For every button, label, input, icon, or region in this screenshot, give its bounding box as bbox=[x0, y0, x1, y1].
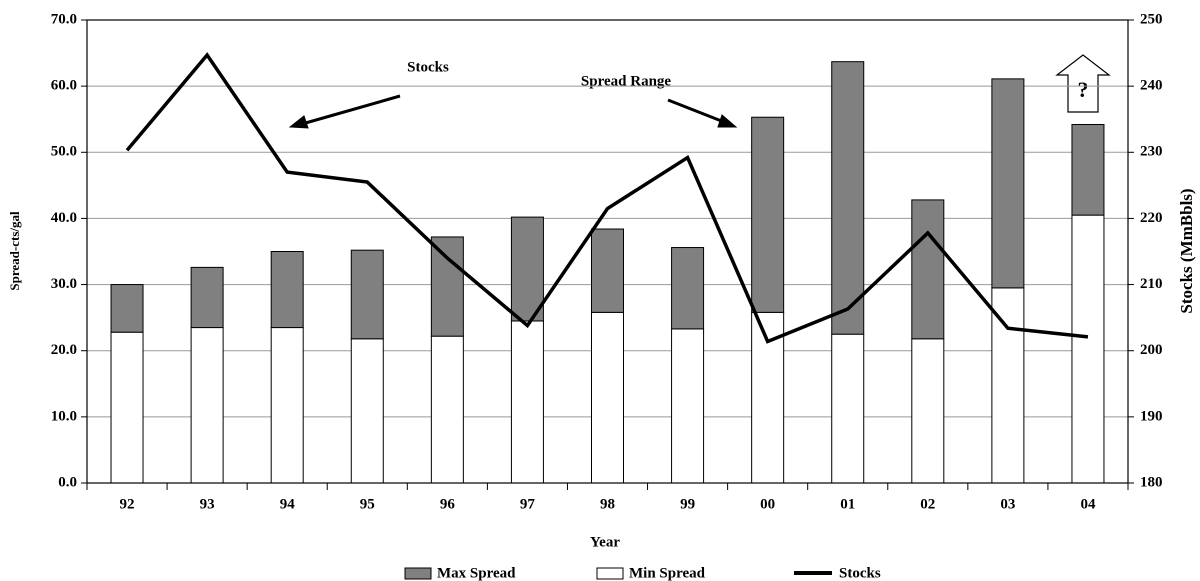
legend-swatch bbox=[596, 567, 624, 580]
x-tick-label: 93 bbox=[200, 496, 215, 512]
bar-segment bbox=[270, 327, 304, 484]
bar-segment bbox=[190, 327, 224, 484]
y-tick-label: 50.0 bbox=[51, 144, 77, 160]
x-tick-label: 94 bbox=[280, 496, 296, 512]
annotation: Stocks bbox=[407, 59, 449, 75]
y-tick-label: 60.0 bbox=[51, 78, 77, 94]
bar-segment bbox=[591, 311, 624, 484]
bar-segment bbox=[110, 284, 144, 333]
bar-segment bbox=[430, 335, 464, 484]
bar-segment bbox=[430, 236, 464, 337]
y-tick-label: 70.0 bbox=[51, 11, 77, 27]
legend-label: Max Spread bbox=[437, 565, 516, 581]
x-tick-label: 92 bbox=[120, 496, 135, 512]
bar-segment bbox=[110, 331, 144, 484]
plot-frame bbox=[86, 19, 1129, 484]
x-tick-label: 03 bbox=[1000, 496, 1015, 512]
bar-segment bbox=[350, 249, 384, 340]
bar-segment bbox=[991, 78, 1025, 289]
y2-axis-label: Stocks (MmBbls) bbox=[1177, 188, 1196, 313]
x-tick-label: 99 bbox=[680, 496, 695, 512]
x-tick-label: 04 bbox=[1080, 496, 1096, 512]
y-tick-label: 20.0 bbox=[51, 342, 77, 358]
y2-tick-label: 250 bbox=[1140, 11, 1163, 27]
bar-segment bbox=[671, 328, 705, 484]
bar-segment bbox=[831, 333, 865, 484]
x-tick-label: 00 bbox=[760, 496, 775, 512]
x-tick-label: 98 bbox=[600, 496, 615, 512]
x-tick-label: 97 bbox=[520, 496, 536, 512]
bar-segment bbox=[751, 116, 785, 313]
bar-segment bbox=[510, 216, 544, 322]
y2-tick-label: 220 bbox=[1140, 210, 1163, 226]
x-axis-label: Year bbox=[590, 534, 620, 550]
legend-label: Min Spread bbox=[629, 565, 706, 581]
y2-tick-label: 180 bbox=[1140, 474, 1163, 490]
line bbox=[125, 52, 1089, 344]
bar-segment bbox=[190, 266, 224, 329]
y2-tick-label: 240 bbox=[1140, 78, 1163, 94]
y2-tick-label: 230 bbox=[1140, 144, 1163, 160]
x-tick-label: 95 bbox=[360, 496, 375, 512]
bar-segment bbox=[1071, 214, 1105, 484]
y-tick-label: 30.0 bbox=[51, 276, 77, 292]
bar-segment bbox=[350, 338, 384, 484]
legend-swatch bbox=[404, 567, 432, 580]
bar-segment bbox=[510, 320, 544, 484]
annotation: Spread Range bbox=[581, 73, 671, 89]
bar-segment bbox=[911, 199, 945, 340]
legend-label: Stocks bbox=[839, 565, 881, 581]
y-tick-label: 40.0 bbox=[51, 210, 77, 226]
bar-segment bbox=[591, 228, 624, 313]
bar-segment bbox=[831, 61, 865, 335]
y2-tick-label: 200 bbox=[1140, 342, 1163, 358]
bar-segment bbox=[1071, 124, 1105, 216]
y-tick-label: 0.0 bbox=[58, 474, 77, 490]
y-tick-label: 10.0 bbox=[51, 408, 77, 424]
bar-segment bbox=[270, 251, 304, 329]
question-arrow bbox=[1055, 54, 1111, 113]
y2-tick-label: 190 bbox=[1140, 408, 1163, 424]
y-axis-label: Spread-cts/gal bbox=[7, 211, 22, 291]
annotation: ? bbox=[1078, 77, 1089, 102]
x-tick-label: 02 bbox=[920, 496, 935, 512]
x-tick-label: 01 bbox=[840, 496, 855, 512]
y2-tick-label: 210 bbox=[1140, 276, 1163, 292]
x-tick-label: 96 bbox=[440, 496, 456, 512]
bar-segment bbox=[671, 247, 705, 330]
annotation-arrows bbox=[288, 94, 738, 129]
bar-segment bbox=[911, 338, 945, 484]
